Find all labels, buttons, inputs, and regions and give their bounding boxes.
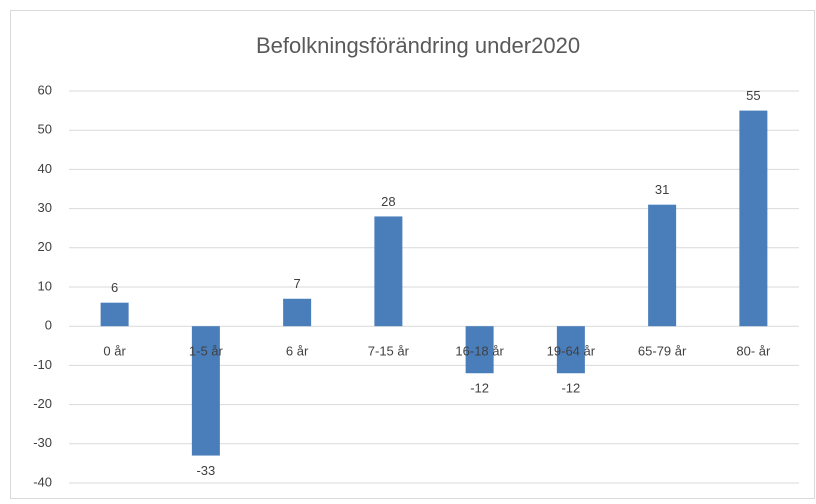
x-tick-label: 16-18 år (455, 344, 504, 359)
bar (556, 326, 585, 374)
bar (191, 326, 220, 456)
x-tick-label: 1-5 år (189, 344, 224, 359)
data-label: -12 (470, 381, 489, 396)
bar (739, 110, 768, 327)
x-tick-label: 7-15 år (368, 344, 410, 359)
x-tick-label: 80- år (736, 344, 771, 359)
bar (648, 204, 677, 327)
bar (283, 298, 312, 327)
data-label: 55 (746, 88, 760, 103)
data-label: -33 (196, 463, 215, 478)
data-label: 6 (111, 280, 118, 295)
y-tick-label: -20 (33, 396, 52, 411)
y-tick-label: 50 (38, 122, 52, 137)
data-label: 7 (294, 276, 301, 291)
x-tick-label: 6 år (286, 344, 309, 359)
y-tick-label: 30 (38, 200, 52, 215)
x-tick-label: 0 år (103, 344, 126, 359)
bar (374, 216, 403, 327)
y-tick-label: -40 (33, 474, 52, 489)
y-tick-label: 0 (45, 318, 52, 333)
chart-title: Befolkningsförändring under2020 (256, 33, 580, 58)
y-tick-label: 40 (38, 161, 52, 176)
y-tick-label: 60 (38, 82, 52, 97)
chart-frame (10, 10, 815, 499)
y-tick-label: -30 (33, 435, 52, 450)
data-label: 28 (381, 194, 395, 209)
y-tick-label: 10 (38, 278, 52, 293)
x-tick-label: 19-64 år (547, 344, 596, 359)
data-label: -12 (561, 381, 580, 396)
data-label: 31 (655, 182, 669, 197)
y-tick-label: -10 (33, 357, 52, 372)
x-tick-label: 65-79 år (638, 344, 687, 359)
bar (100, 302, 129, 327)
y-tick-label: 20 (38, 239, 52, 254)
bar (465, 326, 494, 374)
